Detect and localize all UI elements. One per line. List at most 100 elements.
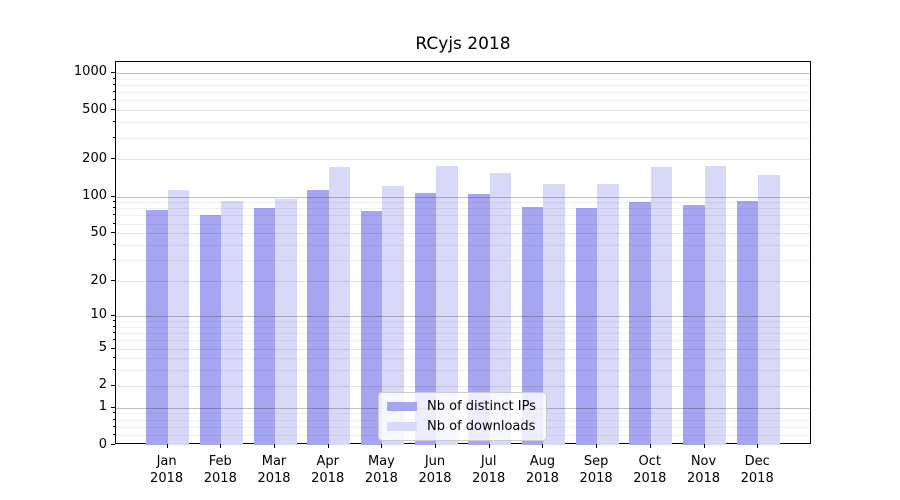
- gridline-y-50: [116, 233, 810, 235]
- y-tick-mark-100: [111, 195, 115, 197]
- bar-downloads-jan: [167, 190, 190, 445]
- y-minor-tick-mark-0.4: [113, 425, 115, 427]
- x-tick-mark-aug: [542, 444, 544, 448]
- bar-distinct-ips-jan: [146, 210, 168, 445]
- x-tick-mark-nov: [703, 444, 705, 448]
- gridline-y-4: [116, 358, 810, 360]
- x-tick-label-jun: Jun 2018: [418, 454, 452, 486]
- y-tick-mark-0: [111, 444, 115, 445]
- gridline-y-200: [116, 159, 810, 161]
- gridline-y-20: [116, 281, 810, 282]
- x-tick-mark-may: [381, 444, 383, 448]
- x-tick-label-jul: Jul 2018: [472, 454, 506, 486]
- bar-distinct-ips-aug: [521, 207, 544, 445]
- y-minor-tick-mark-900: [113, 77, 115, 79]
- x-tick-mark-oct: [649, 444, 651, 448]
- x-tick-mark-sep: [596, 444, 598, 448]
- gridline-y-6: [116, 340, 810, 342]
- x-tick-mark-feb: [220, 444, 222, 448]
- y-minor-tick-mark-80: [113, 207, 115, 209]
- x-tick-label-aug: Aug 2018: [525, 454, 559, 486]
- y-minor-tick-mark-0.2: [113, 434, 115, 436]
- gridline-y-700: [116, 92, 810, 94]
- y-minor-tick-mark-30: [113, 259, 115, 261]
- y-minor-tick-mark-6: [113, 339, 115, 341]
- x-tick-label-oct: Oct 2018: [633, 454, 667, 486]
- gridline-y-8: [116, 326, 810, 328]
- gridline-y-800: [116, 84, 810, 86]
- gridline-y-5: [116, 348, 810, 350]
- gridline-y-600: [116, 100, 810, 102]
- y-tick-label-2: 2: [98, 377, 107, 393]
- gridline-y-300: [116, 137, 810, 139]
- x-tick-label-mar: Mar 2018: [257, 454, 291, 486]
- y-tick-label-0: 0: [98, 436, 107, 452]
- y-minor-tick-mark-3: [113, 369, 115, 371]
- bar-distinct-ips-jun: [414, 193, 437, 445]
- gridline-y-10: [116, 315, 810, 317]
- legend-label: Nb of distinct IPs: [427, 399, 536, 414]
- y-tick-label-10: 10: [90, 307, 107, 323]
- legend-row-0: Nb of distinct IPs: [387, 399, 536, 414]
- y-tick-mark-5: [111, 347, 115, 349]
- bar-downloads-feb: [221, 200, 243, 445]
- x-tick-mark-apr: [327, 444, 329, 448]
- y-tick-label-50: 50: [90, 224, 107, 240]
- gridline-y-60: [116, 223, 810, 225]
- y-minor-tick-mark-60: [113, 222, 115, 224]
- y-minor-tick-mark-400: [113, 121, 115, 123]
- x-tick-label-feb: Feb 2018: [203, 454, 237, 486]
- bar-downloads-aug: [543, 184, 565, 445]
- gridline-y-80: [116, 208, 810, 210]
- y-tick-mark-200: [111, 158, 115, 160]
- y-tick-mark-50: [111, 232, 115, 234]
- y-tick-label-100: 100: [82, 188, 107, 203]
- gridline-y-70: [116, 215, 810, 217]
- y-tick-label-500: 500: [82, 101, 107, 117]
- legend: Nb of distinct IPs Nb of downloads: [378, 392, 547, 441]
- y-minor-tick-mark-4: [113, 357, 115, 359]
- y-minor-tick-mark-300: [113, 136, 115, 138]
- bar-downloads-jul: [489, 173, 512, 445]
- y-minor-tick-mark-8: [113, 325, 115, 327]
- bar-distinct-ips-apr: [307, 189, 329, 445]
- y-minor-tick-mark-90: [113, 201, 115, 203]
- bar-downloads-mar: [275, 198, 297, 445]
- bar-distinct-ips-sep: [575, 207, 598, 445]
- y-minor-tick-mark-70: [113, 214, 115, 216]
- gridline-y-30: [116, 260, 810, 262]
- gridline-y-100: [116, 196, 810, 198]
- y-tick-mark-20: [111, 280, 115, 281]
- bar-downloads-apr: [328, 167, 351, 445]
- bar-distinct-ips-nov: [683, 204, 705, 445]
- bar-distinct-ips-feb: [199, 214, 222, 445]
- bar-distinct-ips-oct: [629, 202, 651, 445]
- y-tick-label-1: 1: [98, 399, 107, 415]
- x-tick-label-dec: Dec 2018: [740, 454, 774, 486]
- y-tick-mark-2: [111, 384, 115, 386]
- y-tick-mark-1: [111, 406, 115, 408]
- y-minor-tick-mark-40: [113, 244, 115, 245]
- gridline-y-1000: [116, 72, 810, 74]
- y-minor-tick-mark-600: [113, 99, 115, 101]
- bar-distinct-ips-dec: [736, 200, 759, 445]
- gridline-y-3: [116, 370, 810, 372]
- plot-area: Nb of distinct IPs Nb of downloads: [115, 61, 811, 445]
- y-tick-mark-10: [111, 314, 115, 316]
- x-tick-label-nov: Nov 2018: [686, 454, 721, 486]
- bar-downloads-nov: [704, 165, 726, 445]
- y-minor-tick-mark-800: [113, 83, 115, 85]
- x-tick-label-sep: Sep 2018: [579, 454, 613, 486]
- gridline-y-900: [116, 78, 810, 80]
- legend-swatch-icon: [387, 422, 417, 431]
- gridline-y-7: [116, 333, 810, 334]
- bar-distinct-ips-mar: [253, 207, 275, 445]
- x-tick-mark-jul: [488, 444, 490, 448]
- x-tick-mark-mar: [274, 444, 275, 448]
- y-tick-mark-1000: [111, 71, 115, 73]
- bar-distinct-ips-may: [360, 211, 383, 445]
- x-tick-label-jan: Jan 2018: [150, 454, 184, 486]
- y-tick-label-200: 200: [82, 150, 107, 166]
- legend-swatch-icon: [387, 402, 417, 411]
